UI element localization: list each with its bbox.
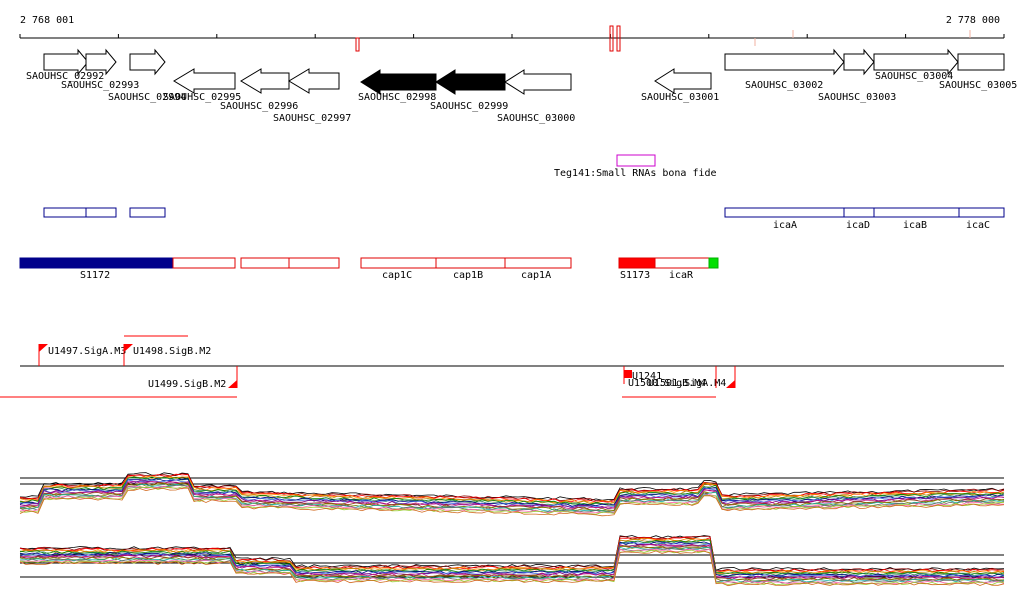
gene-label: SAOUHSC_03003 <box>818 92 896 103</box>
operon-box[interactable] <box>129 207 166 218</box>
gene-arrow[interactable] <box>129 48 166 76</box>
transcript-label: cap1B <box>453 270 483 281</box>
transcript-label: icaR <box>669 270 694 281</box>
expression-trace <box>19 478 1005 507</box>
gene-arrow[interactable] <box>654 68 712 94</box>
gene-label: SAOUHSC_02999 <box>430 101 508 112</box>
promoter-flag[interactable] <box>228 380 237 388</box>
gene-label: SAOUHSC_02997 <box>273 113 351 124</box>
operon-box[interactable] <box>843 207 875 218</box>
promoter-label: U1498.SigB.M2 <box>133 346 211 357</box>
gene-label: SAOUHSC_02992 <box>26 71 104 82</box>
transcript-label: S1173 <box>620 270 650 281</box>
operon-box[interactable] <box>724 207 845 218</box>
gene-label: SAOUHSC_03000 <box>497 113 575 124</box>
gene-label: SAOUHSC_03001 <box>641 92 719 103</box>
operon-box[interactable] <box>85 207 117 218</box>
expression-track-2 <box>19 535 1005 587</box>
ruler-start-label: 2 768 001 <box>20 15 74 26</box>
transcript-box[interactable] <box>288 257 340 269</box>
promoter-label: U1241 <box>632 371 662 382</box>
transcript-box[interactable] <box>172 257 236 269</box>
operon-box[interactable] <box>958 207 1005 218</box>
expression-trace <box>19 541 1005 578</box>
gene-arrow[interactable] <box>435 69 506 95</box>
ruler-end-label: 2 778 000 <box>946 15 1000 26</box>
promoter-flag[interactable] <box>624 370 632 378</box>
gene-arrow[interactable] <box>504 69 572 95</box>
promoter-label: U1497.SigA.M3 <box>48 346 126 357</box>
expression-trace <box>19 484 1005 513</box>
promoter-flag[interactable] <box>124 344 133 352</box>
gene-arrow[interactable] <box>724 48 845 76</box>
gene-label: SAOUHSC_02995 <box>163 92 241 103</box>
operon-label: icaA <box>773 220 797 231</box>
gene-arrow[interactable] <box>360 69 437 95</box>
gene-arrow[interactable] <box>85 48 117 76</box>
operon-box[interactable] <box>873 207 960 218</box>
gene-label: SAOUHSC_03005 <box>939 80 1017 91</box>
promoter-label: U1500.SigB.M4 <box>628 378 706 389</box>
transcript-box[interactable] <box>360 257 437 269</box>
gene-label: SAOUHSC_02994 <box>108 92 186 103</box>
transcript-s1173[interactable] <box>618 257 656 269</box>
transcript-marker[interactable] <box>708 257 719 269</box>
gene-arrow[interactable] <box>288 68 340 94</box>
transcript-box[interactable] <box>504 257 572 269</box>
gene-track: SAOUHSC_02992 SAOUHSC_02993 SAOUHSC_0299… <box>26 48 1017 124</box>
gene-label: SAOUHSC_02996 <box>220 101 298 112</box>
promoter-flag[interactable] <box>726 380 735 388</box>
expression-trace <box>19 536 1005 573</box>
transcript-s1172[interactable] <box>19 257 174 269</box>
expression-trace <box>19 547 1005 584</box>
gene-label: SAOUHSC_03004 <box>875 71 953 82</box>
transcript-box[interactable] <box>435 257 506 269</box>
operon-track: icaA icaD icaB icaC <box>43 207 1005 231</box>
operon-label: icaB <box>903 220 927 231</box>
expression-trace <box>19 535 1005 572</box>
expression-trace <box>19 472 1005 501</box>
gene-arrow[interactable] <box>843 48 875 76</box>
promoter-label: U1501.SigA.M4 <box>648 378 726 389</box>
expression-trace <box>19 479 1005 508</box>
transcript-track: S1172 cap1C cap1B cap1A S1173 icaR <box>19 257 719 281</box>
gene-arrow[interactable] <box>173 68 236 94</box>
gene-arrow[interactable] <box>43 48 89 76</box>
srna-track: Teg141:Small RNAs bona fide <box>554 154 717 179</box>
transcript-label: cap1C <box>382 270 412 281</box>
promoter-track: U1497.SigA.M3 U1498.SigB.M2 U1499.SigB.M… <box>0 335 1004 398</box>
transcript-label: S1172 <box>80 270 110 281</box>
transcript-label: cap1A <box>521 270 551 281</box>
operon-box[interactable] <box>43 207 87 218</box>
expression-trace <box>19 550 1005 587</box>
transcript-box[interactable] <box>654 257 710 269</box>
coordinate-ruler: 2 768 001 2 778 000 <box>19 15 1005 52</box>
expression-trace <box>19 487 1005 517</box>
gene-arrow[interactable] <box>957 53 1005 71</box>
srna-feature[interactable] <box>616 154 656 167</box>
expression-trace <box>19 538 1005 575</box>
gene-label: SAOUHSC_03002 <box>745 80 823 91</box>
expression-trace <box>19 473 1005 503</box>
promoter-label: U1499.SigB.M2 <box>148 379 226 390</box>
gene-label: SAOUHSC_02993 <box>61 80 139 91</box>
srna-label: Teg141:Small RNAs bona fide <box>554 168 717 179</box>
transcript-box[interactable] <box>240 257 290 269</box>
gene-arrow[interactable] <box>873 48 959 76</box>
expression-trace <box>19 549 1005 586</box>
expression-trace <box>19 545 1005 581</box>
gene-label: SAOUHSC_02998 <box>358 92 436 103</box>
promoter-flag[interactable] <box>39 344 48 352</box>
operon-label: icaD <box>846 220 870 231</box>
gene-arrow[interactable] <box>240 68 290 94</box>
operon-label: icaC <box>966 220 990 231</box>
expression-track-1 <box>19 472 1005 517</box>
